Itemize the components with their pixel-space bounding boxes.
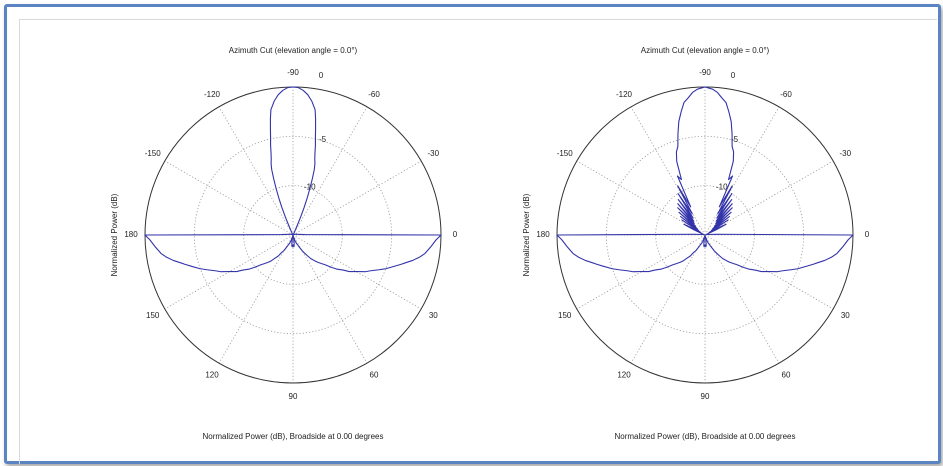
angle-spoke: [218, 106, 294, 236]
chart-title: Azimuth Cut (elevation angle = 0.0°): [229, 46, 358, 55]
angle-tick-label: 180: [124, 230, 138, 239]
angle-tick-label: 120: [205, 370, 219, 379]
chart-title: Azimuth Cut (elevation angle = 0.0°): [641, 46, 770, 55]
angle-tick-label: 90: [701, 392, 710, 401]
angle-spoke: [704, 234, 780, 364]
angle-tick-label: -30: [428, 149, 440, 158]
angle-tick-label: -120: [204, 90, 221, 99]
angle-tick-label: 60: [370, 370, 379, 379]
angle-tick-label: 150: [558, 311, 572, 320]
angle-tick-label: -90: [699, 68, 711, 77]
angle-tick-label: -150: [557, 149, 574, 158]
angle-tick-label: -150: [145, 149, 162, 158]
angle-spoke: [704, 106, 780, 236]
angle-spoke: [630, 106, 706, 236]
angle-spoke: [292, 160, 422, 236]
pattern-series: [144, 86, 442, 273]
radial-tick-label: -5: [731, 135, 739, 144]
angle-spoke: [576, 160, 706, 236]
polar-chart-2: 0 30 60 90 120 150 180 -150 -120 -90 -60 -30 0 -5 -10 A…: [522, 46, 870, 441]
angle-tick-label: -60: [368, 90, 380, 99]
pattern-series: [556, 86, 854, 273]
x-axis-label: Normalized Power (dB), Broadside at 0.00…: [615, 432, 796, 441]
angle-tick-label: -90: [287, 68, 299, 77]
angle-tick-label: 0: [453, 230, 458, 239]
angle-spoke: [292, 106, 368, 236]
angle-tick-label: 180: [536, 230, 550, 239]
y-axis-label: Normalized Power (dB): [110, 193, 119, 276]
figure-frame: [4, 4, 941, 464]
polar-chart-1: 0306090120150180-150-120-90-60-300-5-10A…: [110, 46, 458, 441]
angle-tick-label-extra: 0: [731, 71, 736, 80]
y-axis-label: Normalized Power (dB): [522, 193, 531, 276]
angle-tick-label: 120: [617, 370, 631, 379]
angle-tick-label-extra: 0: [319, 71, 324, 80]
angle-tick-label: 90: [289, 392, 298, 401]
angle-tick-label: -120: [616, 90, 633, 99]
angle-tick-label: 30: [429, 311, 438, 320]
angle-spoke: [164, 160, 294, 236]
radial-tick-label: -5: [319, 135, 327, 144]
angle-spoke: [292, 234, 368, 364]
radial-tick-label: -10: [716, 182, 728, 191]
angle-tick-label: 0: [865, 230, 870, 239]
angle-tick-label: 60: [782, 370, 791, 379]
x-axis-label: Normalized Power (dB), Broadside at 0.00…: [203, 432, 384, 441]
figure-inner-panel: [19, 19, 937, 464]
angle-tick-label: 150: [146, 311, 160, 320]
angle-spoke: [630, 234, 706, 364]
angle-spoke: [704, 160, 834, 236]
angle-tick-label: 30: [841, 311, 850, 320]
angle-tick-label: -30: [840, 149, 852, 158]
angle-tick-label: -60: [780, 90, 792, 99]
angle-spoke: [218, 234, 294, 364]
